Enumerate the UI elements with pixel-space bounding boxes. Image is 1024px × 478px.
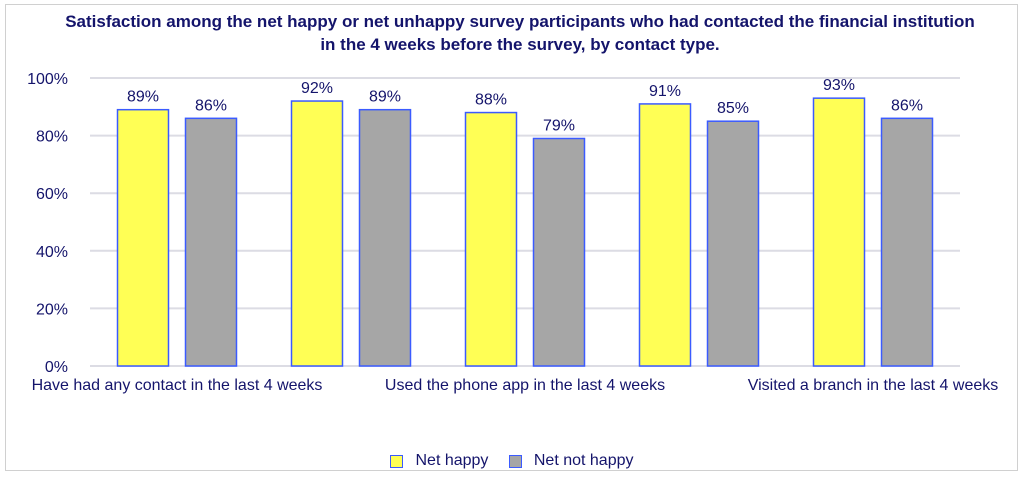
y-tick-label: 20% [36, 301, 68, 318]
y-tick-label: 80% [36, 129, 68, 146]
bar-net-happy [812, 97, 866, 367]
bar-net-not-happy [532, 137, 586, 367]
bar-net-not-happy [880, 117, 934, 367]
data-label: 89% [127, 89, 159, 106]
data-label: 89% [369, 89, 401, 106]
legend-item-net-happy: Net happy [390, 452, 488, 470]
chart-frame [5, 4, 1018, 471]
x-tick-label: Used the phone app in the last 4 weeks [385, 377, 665, 394]
y-tick-label: 60% [36, 186, 68, 203]
bar-net-happy [290, 100, 344, 367]
legend-label: Net not happy [533, 452, 634, 469]
bar-net-not-happy [358, 108, 412, 367]
data-label: 86% [891, 97, 923, 114]
y-tick-label: 100% [27, 71, 68, 88]
data-label: 86% [195, 97, 227, 114]
data-label: 85% [717, 100, 749, 117]
data-label: 79% [543, 117, 575, 134]
data-label: 92% [301, 80, 333, 97]
y-tick-label: 0% [45, 359, 68, 376]
bar-net-happy [464, 111, 518, 367]
bar-net-happy [116, 108, 170, 367]
chart-title: Satisfaction among the net happy or net … [65, 12, 975, 54]
legend: Net happy Net not happy [0, 452, 1024, 473]
legend-swatch-net-happy [390, 454, 404, 468]
legend-item-net-not-happy: Net not happy [508, 452, 634, 470]
data-label: 88% [475, 92, 507, 109]
bar-net-happy [638, 103, 692, 367]
y-tick-label: 40% [36, 244, 68, 261]
x-tick-label: Visited a branch in the last 4 weeks [748, 377, 999, 394]
x-tick-label: Have had any contact in the last 4 weeks [32, 377, 323, 394]
legend-label: Net happy [415, 452, 489, 469]
bar-net-not-happy [184, 117, 238, 367]
data-label: 91% [649, 83, 681, 100]
data-label: 93% [823, 77, 855, 94]
bar-net-not-happy [706, 120, 760, 367]
legend-swatch-net-not-happy [508, 454, 522, 468]
